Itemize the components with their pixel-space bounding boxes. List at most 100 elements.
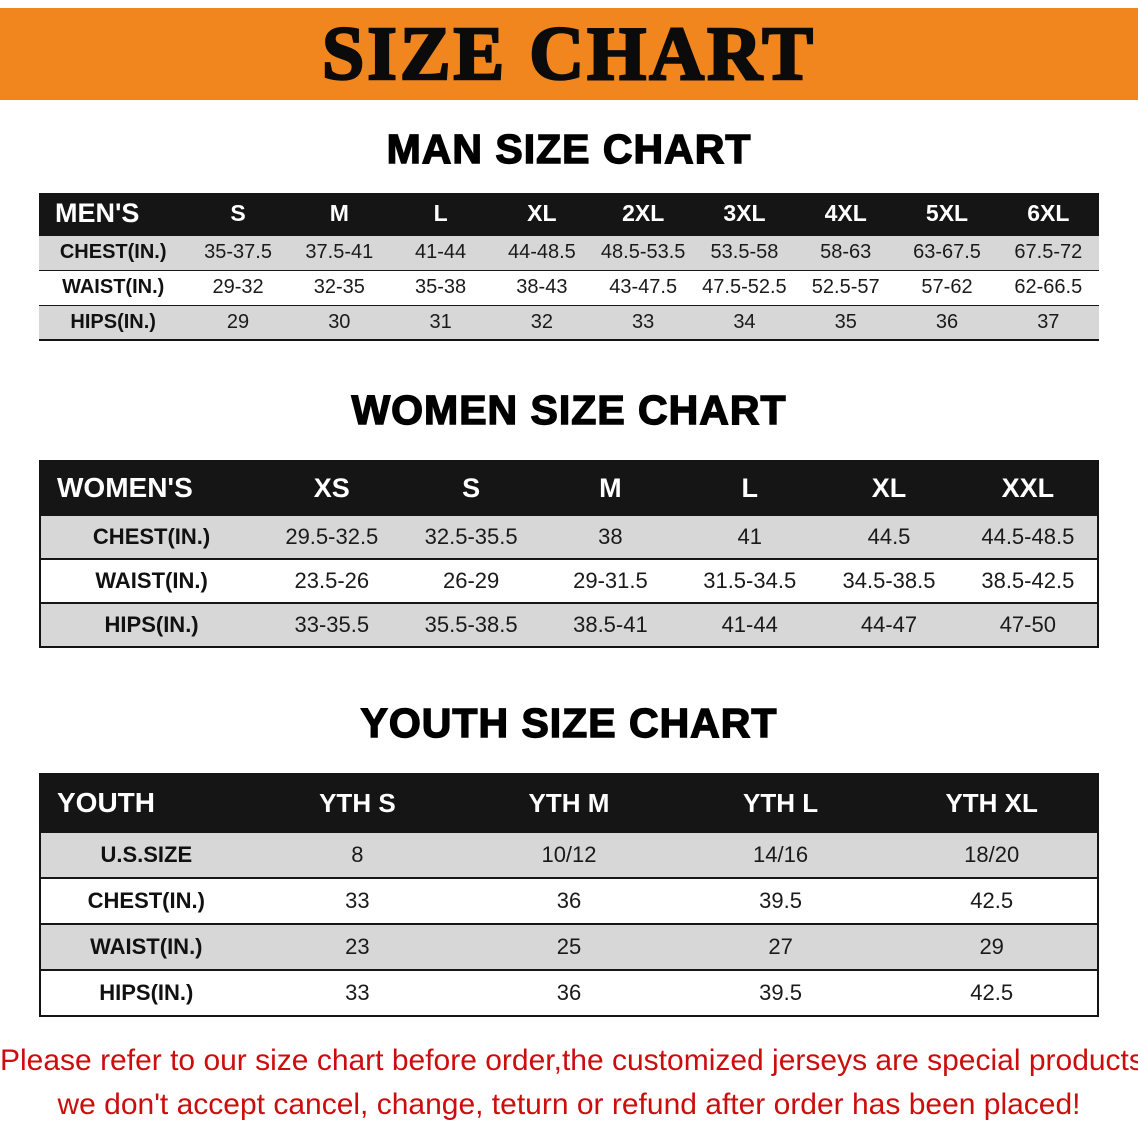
- disclaimer-line-2: we don't accept cancel, change, teturn o…: [57, 1087, 1081, 1121]
- table-row: HIPS(IN.) 33-35.5 35.5-38.5 38.5-41 41-44 44-…: [40, 603, 1098, 647]
- title-banner: SIZE CHART: [0, 8, 1138, 100]
- table-row: WAIST(IN.) 23.5-26 26-29 29-31.5 31.5-34.5 34…: [40, 559, 1098, 603]
- table-cell: 33: [632, 310, 655, 333]
- table-cell: 23: [345, 934, 370, 959]
- column-header: YTH XL: [886, 774, 1098, 832]
- table-cell: 44-48.5: [507, 241, 576, 263]
- row-label: CHEST(IN.): [87, 888, 205, 913]
- table-cell: 39.5: [759, 980, 802, 1005]
- column-header: XXL: [958, 461, 1098, 515]
- table-cell: 47.5-52.5: [702, 276, 787, 298]
- table-cell: 44.5-48.5: [981, 524, 1075, 549]
- table-cell: 38.5-42.5: [981, 568, 1075, 593]
- column-header: L: [680, 461, 820, 515]
- column-header: XL: [491, 193, 593, 235]
- table-row: CHEST(IN.) 33 36 39.5 42.5: [40, 878, 1098, 924]
- youth-size-chart-heading: YOUTH SIZE CHART: [360, 699, 778, 746]
- table-cell: 10/12: [541, 842, 597, 867]
- table-cell: 14/16: [753, 842, 809, 867]
- table-cell: 33: [345, 888, 370, 913]
- table-corner-label: WOMEN'S: [40, 461, 263, 515]
- size-chart-graphic: SIZE CHART MAN SIZE CHART MEN'S S M L XL 2XL 3…: [0, 8, 1138, 1140]
- table-header-row: YOUTH YTH S YTH M YTH L YTH XL: [40, 774, 1098, 832]
- table-cell: 63-67.5: [913, 241, 981, 263]
- column-header: S: [401, 461, 541, 515]
- table-cell: 18/20: [964, 842, 1020, 867]
- table-cell: 38-43: [516, 276, 568, 298]
- disclaimer-line-1: Please refer to our size chart before or…: [0, 1044, 1138, 1077]
- table-cell: 29: [226, 310, 250, 333]
- column-header: YTH S: [251, 774, 464, 832]
- table-cell: 36: [935, 310, 959, 333]
- youth-size-table: YOUTH YTH S YTH M YTH L YTH XL U.S.SIZE 8 10/12…: [39, 773, 1099, 1017]
- table-cell: 23.5-26: [294, 568, 370, 593]
- men-size-table: MEN'S S M L XL 2XL 3XL 4XL 5XL 6XL CHEST(IN.) 35-37…: [39, 193, 1099, 341]
- table-cell: 29-31.5: [573, 568, 648, 593]
- table-cell: 58-63: [820, 241, 872, 263]
- column-header: YTH L: [674, 774, 887, 832]
- table-cell: 25: [556, 934, 582, 959]
- column-header: 6XL: [997, 193, 1099, 235]
- column-header: YTH M: [463, 774, 675, 832]
- column-header: 2XL: [592, 193, 694, 235]
- table-cell: 37.5-41: [305, 241, 374, 263]
- table-cell: 39.5: [759, 888, 802, 913]
- column-header: XS: [262, 461, 402, 515]
- table-cell: 27: [768, 934, 793, 959]
- table-cell: 37: [1037, 310, 1060, 333]
- table-cell: 43-47.5: [609, 276, 678, 298]
- row-label: HIPS(IN.): [104, 612, 199, 637]
- table-row: WAIST(IN.) 29-32 32-35 35-38 38-43 43-47.5 47.…: [39, 270, 1099, 305]
- row-label: HIPS(IN.): [99, 980, 194, 1005]
- table-cell: 62-66.5: [1014, 276, 1083, 298]
- table-cell: 42.5: [970, 980, 1014, 1005]
- column-header: S: [187, 193, 289, 235]
- column-header: 4XL: [795, 193, 897, 235]
- table-cell: 44-47: [860, 612, 918, 637]
- table-cell: 67.5-72: [1014, 241, 1083, 263]
- table-cell: 35: [834, 310, 857, 333]
- table-cell: 35-38: [415, 276, 467, 298]
- table-cell: 41: [737, 524, 762, 549]
- table-cell: 38: [598, 524, 623, 549]
- table-corner-label: YOUTH: [40, 774, 252, 832]
- table-cell: 34: [733, 310, 756, 333]
- row-label: U.S.SIZE: [100, 842, 193, 867]
- column-header: XL: [819, 461, 959, 515]
- table-cell: 31: [429, 310, 452, 333]
- row-label: HIPS(IN.): [70, 310, 156, 333]
- row-label: WAIST(IN.): [90, 934, 203, 959]
- table-cell: 42.5: [970, 888, 1014, 913]
- table-row: U.S.SIZE 8 10/12 14/16 18/20: [40, 832, 1098, 878]
- table-cell: 57-62: [921, 276, 973, 298]
- table-row: CHEST(IN.) 35-37.5 37.5-41 41-44 44-48.5 48.5…: [39, 235, 1099, 270]
- table-cell: 32-35: [313, 276, 365, 298]
- table-cell: 32: [530, 310, 553, 333]
- table-cell: 36: [556, 888, 582, 913]
- table-cell: 30: [328, 310, 351, 333]
- table-cell: 35.5-38.5: [424, 612, 518, 637]
- table-cell: 32.5-35.5: [424, 524, 518, 549]
- table-cell: 41-44: [721, 612, 778, 637]
- table-header-row: MEN'S S M L XL 2XL 3XL 4XL 5XL 6XL: [39, 193, 1099, 235]
- table-cell: 34.5-38.5: [842, 568, 936, 593]
- row-label: WAIST(IN.): [62, 276, 165, 298]
- page-title: SIZE CHART: [321, 12, 816, 96]
- disclaimer: Please refer to our size chart before or…: [0, 1039, 1138, 1126]
- column-header: M: [540, 461, 681, 515]
- table-row: WAIST(IN.) 23 25 27 29: [40, 924, 1098, 970]
- table-cell: 29-32: [212, 276, 264, 298]
- row-label: CHEST(IN.): [92, 524, 211, 549]
- table-cell: 36: [556, 980, 582, 1005]
- women-size-chart-heading: WOMEN SIZE CHART: [351, 386, 787, 433]
- table-cell: 29: [979, 934, 1004, 959]
- table-cell: 26-29: [442, 568, 500, 593]
- row-label: CHEST(IN.): [59, 241, 167, 263]
- column-header: 5XL: [896, 193, 998, 235]
- man-size-chart-heading: MAN SIZE CHART: [386, 125, 752, 172]
- column-header: 3XL: [693, 193, 796, 235]
- table-cell: 47-50: [999, 612, 1056, 637]
- table-cell: 53.5-58: [710, 241, 779, 263]
- row-label: WAIST(IN.): [95, 568, 208, 593]
- table-cell: 48.5-53.5: [600, 241, 686, 263]
